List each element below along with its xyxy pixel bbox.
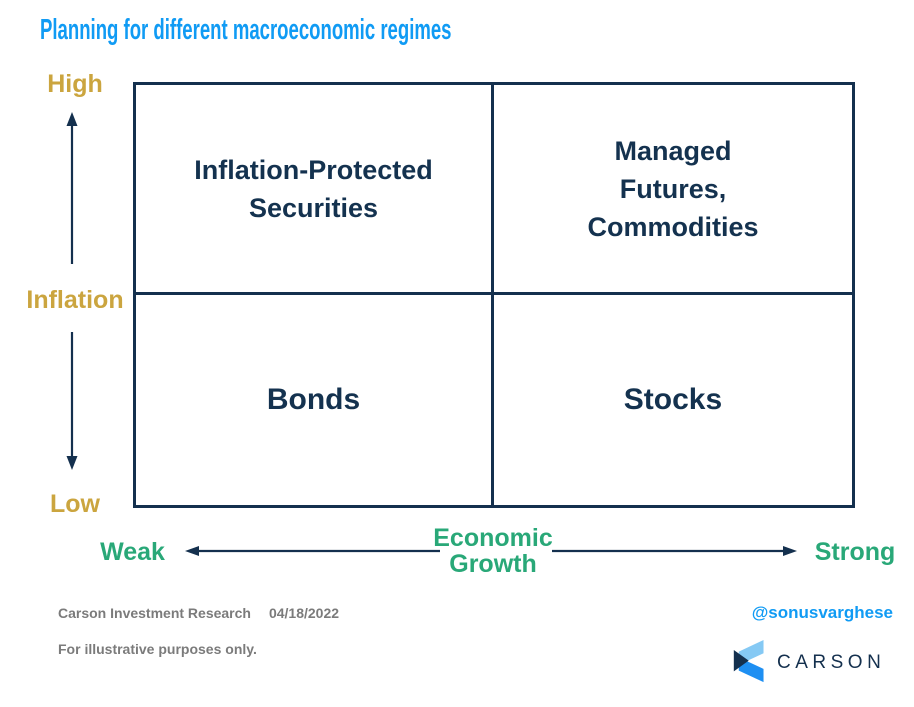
y-axis-label: Inflation: [26, 286, 124, 314]
x-axis-weak-label: Weak: [100, 538, 165, 566]
right-arrow-icon: [552, 546, 797, 556]
up-arrow-icon: [66, 112, 78, 264]
carson-logo-wordmark: CARSON: [777, 651, 886, 673]
quadrant-top-right: Managed Futures, Commodities: [494, 85, 852, 295]
date-text: 04/18/2022: [268, 605, 340, 621]
disclaimer-text: For illustrative purposes only.: [58, 641, 257, 657]
quadrant-matrix: Inflation-Protected Securities Managed F…: [133, 82, 855, 508]
y-axis-low-label: Low: [50, 490, 100, 518]
social-handle: @sonusvarghese: [751, 603, 893, 622]
quadrant-bottom-right: Stocks: [623, 383, 723, 416]
down-arrow-icon: [66, 332, 78, 470]
left-arrow-icon: [185, 546, 440, 556]
x-axis-label: Economic Growth: [433, 524, 553, 578]
source-line: Carson Investment Research 04/18/2022: [58, 605, 339, 621]
quadrant-top-left: Inflation-Protected Securities: [136, 85, 494, 295]
quadrant-bottom-left: Bonds: [136, 295, 494, 505]
page-title: Planning for different macroeconomic reg…: [40, 14, 452, 46]
carson-chevron-logo-icon: [733, 640, 764, 683]
y-axis-high-label: High: [47, 70, 103, 98]
carson-logo: CARSON: [733, 639, 885, 684]
x-axis-strong-label: Strong: [814, 538, 896, 566]
source-text: Carson Investment Research: [58, 605, 251, 621]
